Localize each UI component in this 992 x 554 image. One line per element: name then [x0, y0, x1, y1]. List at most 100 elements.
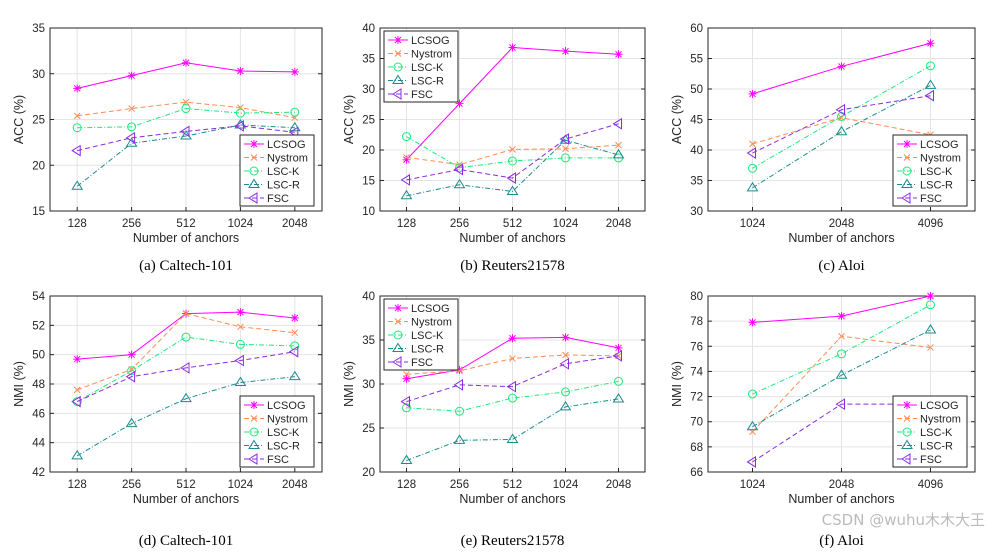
legend-marker [903, 140, 911, 148]
x-tick-label: 512 [176, 218, 195, 230]
subplot-3: 30 35 40 45 50 55 60 1024 2048 4096 Number of anch… [670, 23, 976, 274]
data-point [562, 145, 569, 153]
data-point [926, 300, 935, 310]
data-point [924, 323, 937, 334]
subplot-4: 42 44 46 48 50 52 54 128 256 512 1024 2048 Number of… [12, 291, 323, 549]
axes-box [49, 295, 323, 473]
data-point [402, 132, 411, 142]
data-point [924, 79, 937, 89]
data-point [561, 333, 570, 342]
data-point [748, 89, 757, 98]
y-tick-label: 68 [690, 442, 703, 454]
data-point [127, 366, 137, 376]
legend-label: Nystrom [411, 317, 452, 329]
data-point [559, 357, 569, 370]
data-point [455, 406, 464, 416]
data-point [125, 131, 136, 144]
data-point [400, 189, 413, 200]
y-tick-label: 76 [690, 341, 703, 353]
y-tick-label: 48 [32, 379, 45, 391]
y-tick-label: 20 [32, 160, 45, 172]
series-lcsog [748, 39, 935, 98]
series-line [76, 376, 295, 457]
legend-marker [250, 140, 258, 148]
data-point [837, 312, 846, 321]
data-point [72, 123, 82, 133]
data-point [835, 125, 848, 136]
x-tick-label: 128 [397, 218, 416, 230]
data-point [71, 395, 81, 408]
data-point [237, 323, 244, 331]
legend-marker [250, 401, 258, 409]
data-point [288, 121, 301, 132]
data-point [182, 310, 190, 317]
x-axis-label: Number of anchors [788, 231, 894, 245]
legend-box [239, 395, 315, 468]
y-tick-label: 20 [362, 467, 375, 479]
legend-marker [392, 356, 402, 368]
data-point [181, 332, 191, 342]
series-lsc-r [400, 134, 625, 200]
legend-box [892, 395, 968, 468]
y-tick-label: 52 [32, 320, 45, 332]
data-point [926, 292, 935, 300]
legend-label: LCSOG [920, 400, 959, 412]
x-axis-label: Number of anchors [788, 492, 894, 506]
data-point [746, 181, 759, 192]
legend-label: LSC-K [920, 427, 953, 439]
x-tick-label: 1024 [740, 479, 766, 491]
x-tick-label: 128 [68, 479, 87, 491]
data-point [749, 140, 756, 148]
data-point [508, 334, 517, 343]
data-point [837, 62, 846, 71]
legend-label: Nystrom [267, 153, 308, 165]
axes-box [707, 27, 976, 212]
legend-label: LSC-K [267, 166, 300, 178]
data-point [71, 180, 84, 190]
x-tick-label: 512 [503, 479, 522, 491]
y-tick-label: 44 [32, 438, 45, 450]
data-point [73, 355, 82, 364]
data-point [835, 398, 845, 411]
legend-label: LSC-R [920, 441, 953, 453]
subplot-caption: (c) Aloi [818, 258, 864, 274]
legend-marker [901, 192, 911, 204]
data-point [835, 369, 848, 379]
legend-marker [903, 401, 911, 409]
data-point [612, 349, 622, 362]
data-point [400, 173, 410, 186]
x-tick-label: 4096 [918, 479, 944, 491]
legend-label: LCSOG [267, 400, 306, 412]
x-tick-label: 2048 [606, 218, 632, 230]
y-tick-label: 50 [32, 350, 45, 362]
data-point [182, 58, 190, 67]
legend-box [892, 134, 968, 207]
legend-marker [392, 342, 404, 352]
legend-box [383, 298, 459, 371]
series-lsc-k [402, 376, 623, 416]
subplot-caption: (d) Caltech-101 [139, 533, 234, 549]
x-axis-label: Number of anchors [459, 492, 565, 506]
subplot-5: 20 25 30 35 40 128 256 512 1024 2048 Number of anc… [342, 291, 646, 549]
series-lcsog [748, 292, 935, 327]
data-point [835, 103, 845, 116]
axes-box [379, 295, 646, 473]
x-tick-label: 256 [450, 218, 469, 230]
y-tick-label: 10 [362, 206, 375, 218]
legend-label: FSC [920, 193, 942, 205]
legend-marker [393, 330, 403, 340]
series-lcsog [73, 58, 299, 93]
legend-label: LCSOG [920, 139, 959, 151]
series-lsc-r [746, 79, 937, 192]
x-tick-label: 1024 [553, 479, 579, 491]
data-point [746, 420, 759, 431]
y-tick-label: 30 [362, 379, 375, 391]
series-line [752, 403, 931, 463]
series-line [752, 84, 931, 189]
series-line [406, 380, 619, 412]
data-point [400, 395, 410, 408]
x-tick-label: 1024 [553, 218, 579, 230]
legend-label: FSC [267, 193, 289, 205]
y-tick-label: 40 [362, 291, 375, 303]
